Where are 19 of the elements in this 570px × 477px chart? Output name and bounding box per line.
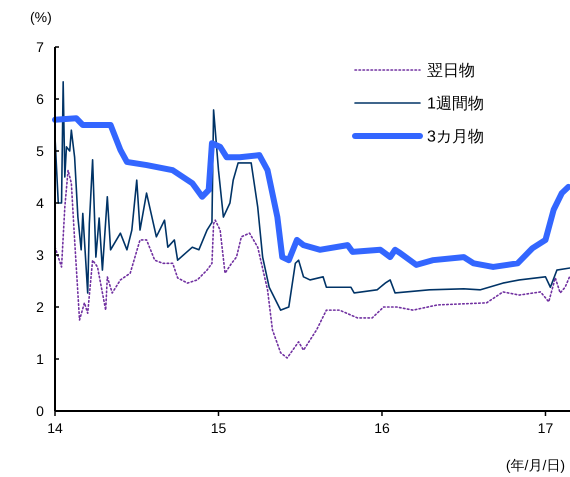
legend-label: 翌日物 — [427, 62, 475, 80]
y-tick-label: 7 — [36, 38, 44, 55]
y-tick-label: 3 — [36, 246, 44, 263]
legend-label: 3カ月物 — [427, 128, 484, 146]
y-tick-label: 4 — [36, 194, 44, 211]
y-tick-label: 6 — [36, 90, 44, 107]
line-series — [54, 169, 570, 359]
y-tick-label: 2 — [36, 298, 44, 315]
y-tick-label: 0 — [36, 402, 44, 419]
x-tick-label: 17 — [538, 420, 554, 436]
legend-label: 1週間物 — [427, 96, 484, 113]
y-axis-title: (%) — [30, 9, 52, 25]
x-tick-label: 14 — [47, 420, 63, 436]
y-tick-label: 5 — [36, 142, 44, 159]
x-tick-label: 15 — [210, 420, 226, 436]
line-series — [54, 81, 570, 311]
x-axis-title: (年/月/日) — [506, 457, 565, 473]
x-tick-label: 16 — [374, 420, 390, 436]
y-tick-label: 1 — [36, 350, 44, 367]
